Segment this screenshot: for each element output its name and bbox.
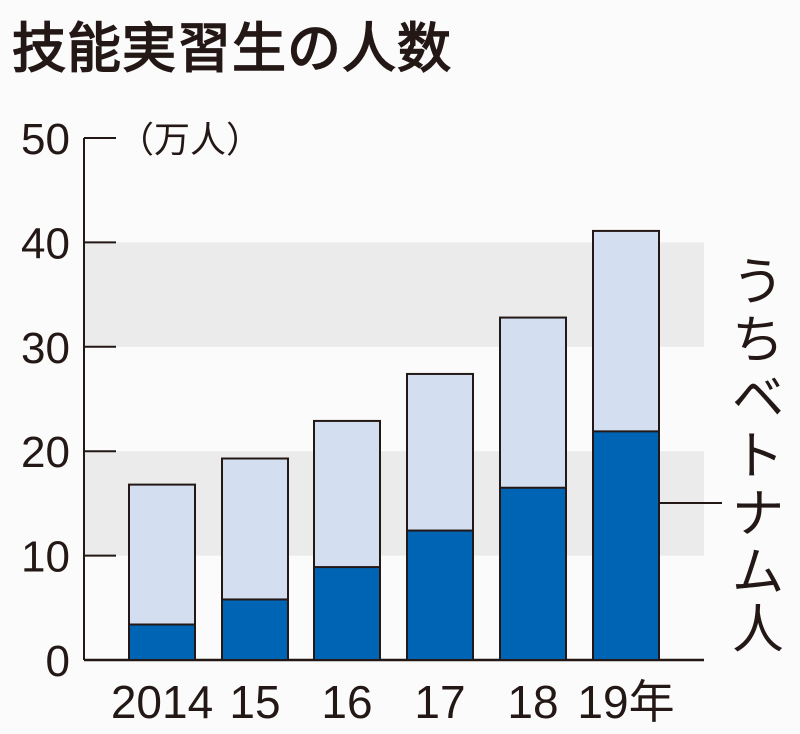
annotation-char: ち [732, 311, 784, 371]
y-tick-label: 40 [21, 219, 70, 268]
annotation-char: ベ [732, 369, 784, 429]
y-tick-label: 50 [21, 115, 70, 164]
y-tick-label: 30 [21, 324, 70, 373]
chart-title: 技能実習生の人数 [12, 17, 452, 80]
unit-label: （万人） [118, 120, 262, 161]
x-tick-label: 18 [507, 676, 558, 728]
annotation-char: ト [732, 427, 784, 487]
x-tick-label: 19年 [577, 676, 674, 728]
bar-vietnam [313, 566, 381, 661]
x-tick-label: 16 [321, 676, 372, 728]
bar-vietnam [592, 430, 660, 662]
annotation-char: 人 [732, 601, 784, 661]
x-tick-label: 2014 [111, 676, 213, 728]
annotation-char: う [732, 253, 784, 313]
bar-vietnam [499, 486, 567, 661]
y-tick-label: 20 [21, 428, 70, 477]
annotation-char: ム [732, 543, 784, 603]
bar-vietnam [221, 598, 289, 661]
bar-vietnam [406, 529, 474, 661]
y-tick-label: 10 [21, 533, 70, 582]
bar-vietnam [128, 623, 196, 662]
x-tick-label: 15 [229, 676, 280, 728]
x-tick-label: 17 [414, 676, 465, 728]
annotation-char: ナ [732, 485, 784, 545]
y-tick-label: 0 [46, 637, 70, 686]
